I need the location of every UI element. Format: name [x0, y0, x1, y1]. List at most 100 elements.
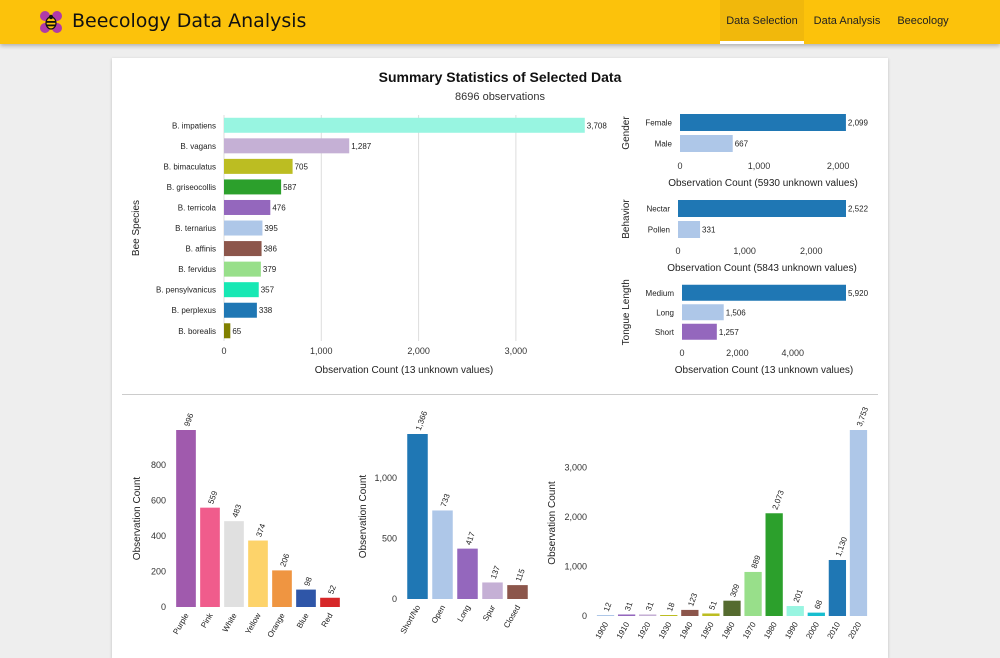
species-x-axis-label: Observation Count (13 unknown values)	[315, 365, 493, 376]
tongue-x-tick-label: 4,000	[782, 348, 805, 358]
decade-y-axis-label: Observation Count	[547, 481, 558, 565]
decade-bar	[702, 613, 720, 616]
decade-y-tick-label: 3,000	[564, 462, 587, 472]
species-category-label: B. pensylvanicus	[156, 286, 216, 295]
species-y-axis-label: Bee Species	[131, 200, 142, 256]
species-bar	[224, 282, 259, 298]
species-value-label: 65	[232, 327, 241, 336]
species-value-label: 338	[259, 306, 273, 315]
decade-category-label: 2010	[825, 620, 842, 640]
flower_shape-category-label: Open	[430, 604, 448, 625]
species-category-label: B. perplexus	[172, 306, 216, 315]
behavior-value-label: 2,522	[848, 205, 869, 214]
tab-data-selection[interactable]: Data Selection	[720, 0, 804, 44]
behavior-x-tick-label: 2,000	[800, 246, 823, 256]
top-app-bar: Beecology Data Analysis Data Selection D…	[0, 0, 1000, 44]
decade-category-label: 1900	[594, 620, 611, 640]
species-category-label: B. fervidus	[178, 265, 216, 274]
gender-value-label: 667	[735, 140, 749, 149]
behavior-category-label: Pollen	[648, 226, 670, 235]
behavior-x-tick-label: 0	[675, 246, 680, 256]
decade-value-label: 123	[686, 591, 699, 607]
species-x-tick-label: 3,000	[505, 346, 528, 356]
flower_color-value-label: 483	[230, 503, 243, 519]
decade-value-label: 18	[665, 601, 677, 613]
decade-bar	[828, 559, 847, 616]
species-value-label: 357	[261, 286, 275, 295]
behavior-bar	[678, 200, 846, 217]
flower_color-y-axis-label: Observation Count	[132, 477, 143, 561]
species-category-label: B. griseocollis	[167, 183, 216, 192]
decade-category-label: 1950	[699, 620, 716, 640]
decade-bar	[617, 614, 636, 616]
gender-bar	[680, 114, 846, 131]
flower_shape-bar	[407, 434, 428, 599]
bee-logo-icon	[40, 11, 62, 33]
app-title: Beecology Data Analysis	[72, 10, 307, 32]
flower_shape-value-label: 1,366	[414, 409, 429, 431]
flower_shape-bar	[482, 582, 503, 599]
flower_shape-y-tick-label: 1,000	[374, 473, 397, 483]
decade-value-label: 201	[792, 588, 805, 604]
flower_color-value-label: 374	[254, 522, 267, 538]
species-value-label: 379	[263, 265, 277, 274]
flower_shape-y-tick-label: 500	[382, 534, 397, 544]
species-x-tick-label: 0	[221, 346, 226, 356]
tongue-value-label: 1,257	[719, 328, 740, 337]
decade-category-label: 2020	[847, 620, 864, 640]
gender-category-label: Female	[645, 119, 672, 128]
tongue-x-tick-label: 0	[679, 348, 684, 358]
decade-category-label: 1980	[762, 620, 779, 640]
tab-data-analysis[interactable]: Data Analysis	[813, 15, 881, 27]
decade-y-tick-label: 1,000	[564, 561, 587, 571]
decade-value-label: 889	[749, 553, 762, 569]
flower_color-category-label: Blue	[295, 611, 311, 630]
species-value-label: 3,708	[587, 121, 608, 130]
flower_color-value-label: 52	[326, 583, 338, 595]
species-value-label: 476	[272, 203, 286, 212]
decade-value-label: 1,130	[834, 535, 849, 557]
flower_shape-value-label: 115	[514, 567, 527, 583]
flower_color-category-label: Orange	[266, 611, 287, 639]
decade-category-label: 1940	[678, 620, 695, 640]
species-value-label: 386	[264, 245, 278, 254]
flower_color-bar	[176, 430, 196, 607]
flower_shape-category-label: Long	[456, 604, 473, 624]
flower_shape-bar	[432, 510, 453, 599]
species-value-label: 587	[283, 183, 297, 192]
charts-canvas: 0 1,000 2,000 3,000 Observation Count (13 un…	[131, 114, 870, 640]
species-value-label: 1,287	[351, 142, 372, 151]
behavior-category-label: Nectar	[646, 205, 670, 214]
decade-value-label: 3,753	[855, 405, 870, 427]
decade-bar	[681, 609, 699, 616]
decade-bar	[660, 615, 678, 616]
tongue-bar	[682, 323, 717, 340]
species-bar	[224, 261, 261, 277]
tab-beecology[interactable]: Beecology	[897, 15, 949, 27]
species-bar	[224, 220, 263, 236]
decade-bar	[723, 600, 741, 616]
decade-y-tick-label: 0	[582, 611, 587, 621]
behavior-bar	[678, 221, 701, 238]
flower_shape-category-label: Short/No	[399, 603, 423, 635]
tongue-y-axis-label: Tongue Length	[621, 279, 632, 345]
tongue-category-label: Short	[655, 328, 675, 337]
summary-card: Summary Statistics of Selected Data 8696…	[112, 58, 888, 658]
flower_color-bar	[224, 521, 244, 607]
decade-value-label: 68	[813, 598, 825, 610]
species-bar	[224, 179, 282, 195]
species-x-tick-label: 1,000	[310, 346, 333, 356]
flower_color-value-label: 206	[278, 552, 291, 568]
gender-x-tick-label: 1,000	[748, 161, 771, 171]
gender-category-label: Male	[655, 140, 673, 149]
gender-y-axis-label: Gender	[621, 116, 632, 150]
flower_shape-value-label: 137	[489, 564, 502, 580]
decade-category-label: 1920	[636, 620, 653, 640]
species-value-label: 395	[264, 224, 278, 233]
decade-value-label: 31	[623, 600, 635, 612]
flower_shape-bar	[507, 585, 528, 599]
flower_color-bar	[272, 570, 292, 607]
decade-category-label: 1930	[657, 620, 674, 640]
decade-category-label: 1960	[720, 620, 737, 640]
decade-value-label: 12	[602, 601, 614, 613]
